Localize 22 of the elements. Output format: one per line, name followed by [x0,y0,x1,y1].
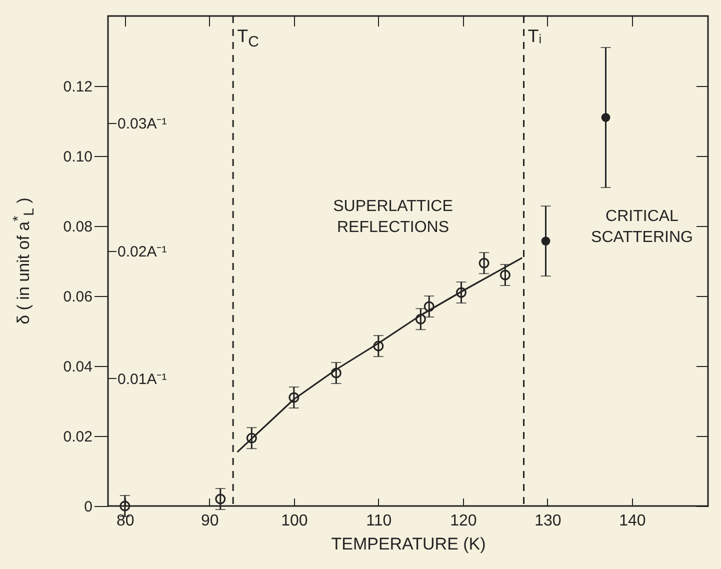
x-tick-label: 120 [450,512,477,530]
ref-line-label: T$_{C}$ [237,26,259,51]
y-tick-label: 0 [84,498,92,516]
y2-tick-label: 0.02A⁻¹ [118,243,167,260]
x-tick-label: 100 [281,512,308,530]
x-axis-title: TEMPERATURE (K) [331,534,486,554]
y-tick-label: 0.08 [63,218,92,236]
y-tick-label: 0.06 [63,288,92,306]
x-tick-label: 90 [201,512,219,530]
x-tick-label: 130 [534,512,562,530]
x-tick-label: 110 [366,512,392,530]
y2-tick-label: 0.03A⁻¹ [118,116,167,133]
annotation: CRITICAL SCATTERING [591,206,693,248]
y-tick-label: 0.10 [63,148,92,166]
x-tick-label: 140 [619,512,646,530]
y-tick-label: 0.12 [63,78,92,96]
x-tick-label: 80 [116,512,134,530]
y-tick-label: 0.02 [63,428,92,446]
ref-line-label: Tᵢ [528,26,542,47]
annotation: SUPERLATTICE REFLECTIONS [333,196,453,238]
y2-tick-label: 0.01A⁻¹ [118,370,167,388]
y-tick-label: 0.04 [63,358,92,376]
